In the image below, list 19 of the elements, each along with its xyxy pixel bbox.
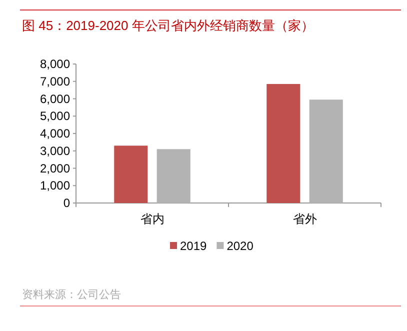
y-tick-label: 6,000	[40, 92, 70, 106]
bar	[156, 149, 190, 203]
x-tick-label: 省内	[140, 212, 164, 226]
legend-label: 2019	[180, 239, 208, 253]
bar	[309, 100, 343, 203]
y-tick-label: 3,000	[40, 144, 70, 158]
chart-title: 图 45：2019-2020 年公司省内外经销商数量（家）	[22, 18, 314, 33]
y-tick-label: 2,000	[40, 161, 70, 176]
text: 资料来源：公司公告	[22, 288, 121, 301]
bar	[114, 146, 148, 203]
y-tick-label: 0	[63, 196, 70, 210]
y-tick-label: 1,000	[40, 178, 70, 193]
y-tick-label: 7,000	[40, 74, 70, 88]
y-tick-label: 5,000	[40, 109, 70, 124]
y-tick-label: 4,000	[40, 126, 70, 140]
y-tick-label: 8,000	[40, 57, 70, 71]
x-tick-label: 省外	[292, 212, 317, 226]
legend-label: 2020	[226, 239, 254, 253]
bar	[266, 84, 300, 203]
